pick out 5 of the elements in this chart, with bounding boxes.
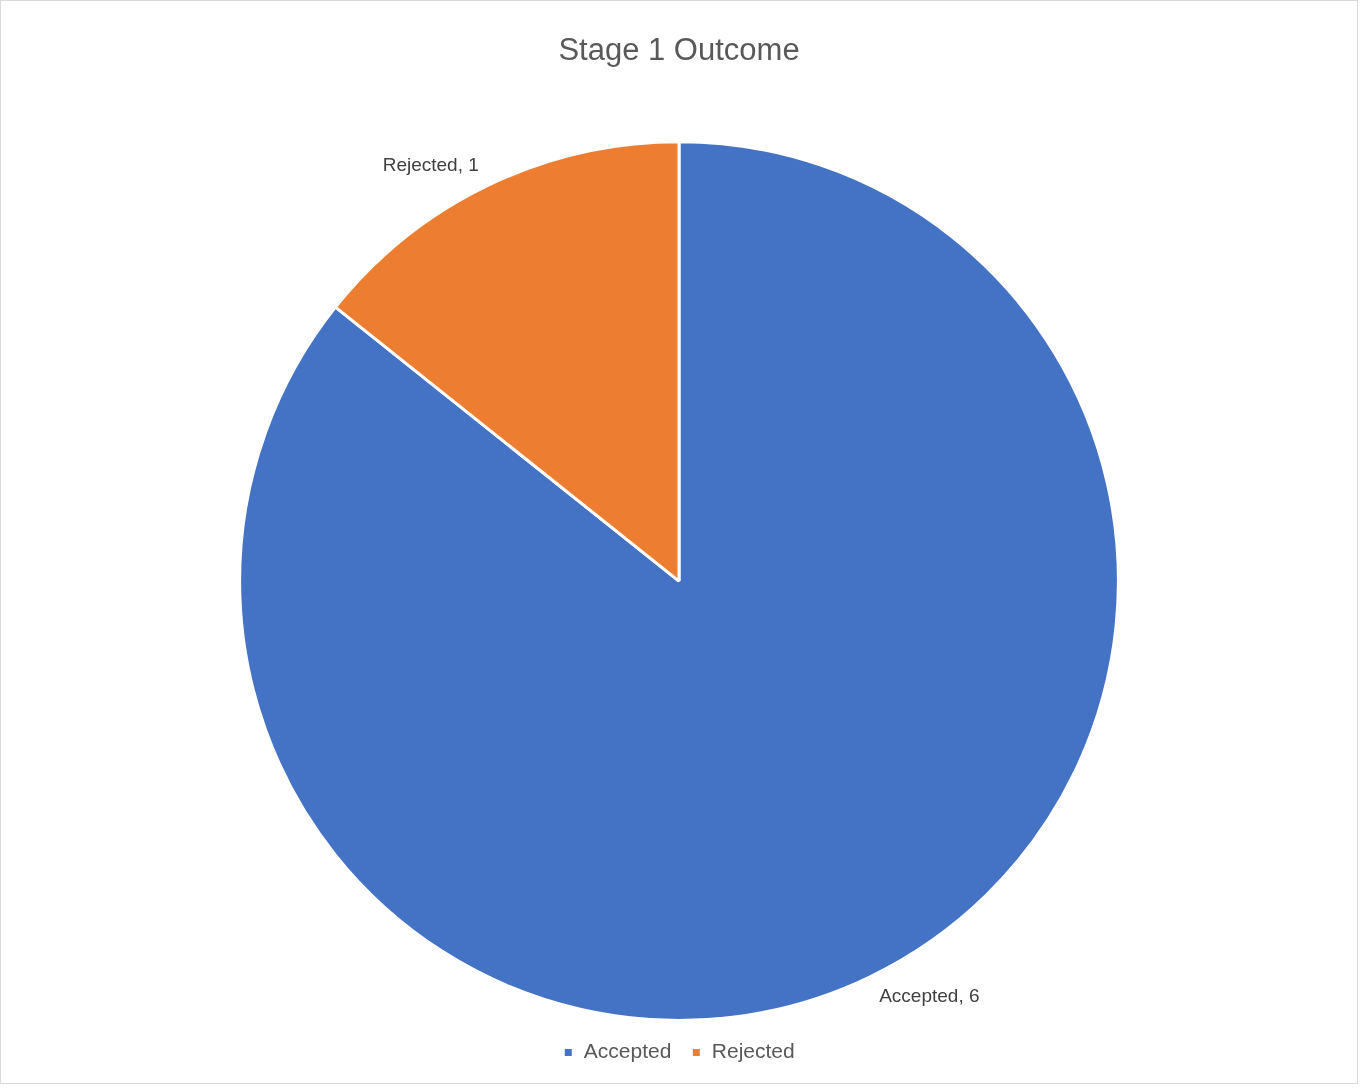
legend-label: Rejected: [711, 1039, 795, 1063]
data-label: Accepted, 6: [879, 985, 980, 1007]
legend-label: Accepted: [583, 1039, 672, 1063]
data-label: Rejected, 1: [382, 153, 479, 175]
chart-title: Stage 1 Outcome: [558, 32, 800, 68]
